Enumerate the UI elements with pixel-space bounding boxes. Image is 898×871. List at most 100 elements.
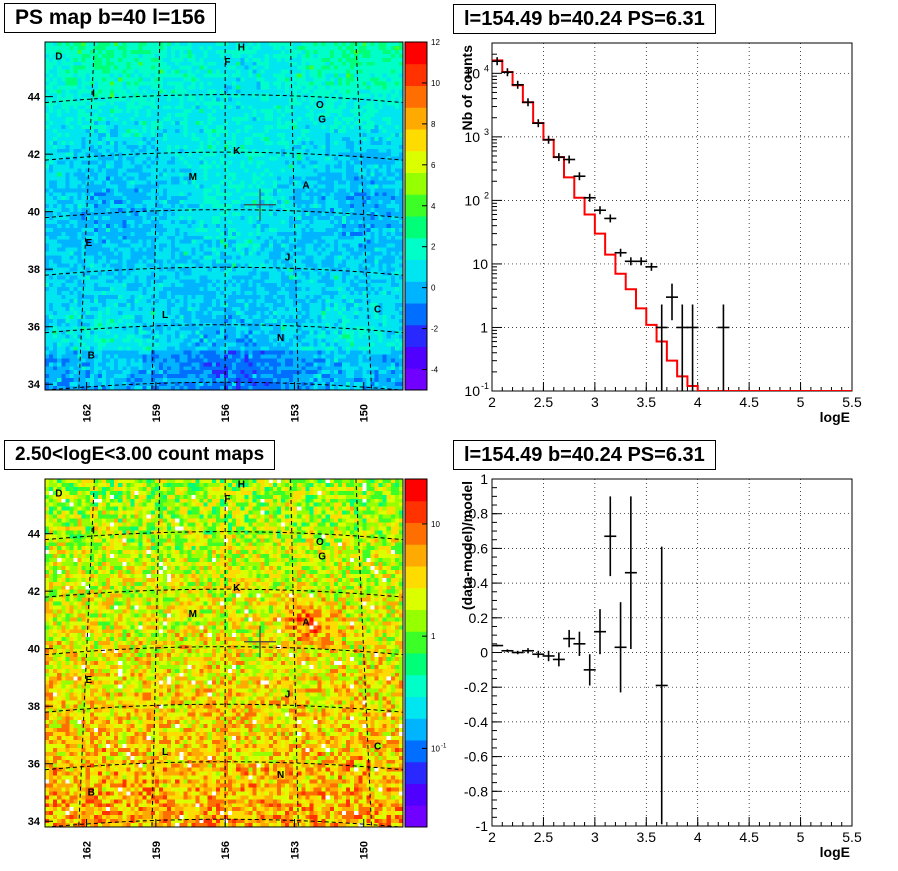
y-tick-exponent: -1 [481,381,489,391]
colorbar-cell [405,288,427,297]
x-tick-label: 153 [289,404,301,422]
colorbar-frame [404,478,428,828]
source-label-A: A [302,618,309,629]
colorbar-cell [405,674,427,683]
colorbar-cell [405,310,427,318]
colorbar-label: 10 [431,744,440,753]
latitude-line [45,266,403,276]
colorbar-label: 1 [431,632,436,641]
source-label-E: E [86,238,93,249]
source-label-B: B [88,787,95,798]
colorbar-cell [405,493,427,502]
y-tick-label: -0.6 [464,749,488,765]
x-tick-label: 2.5 [534,829,554,845]
source-label-I: I [92,526,95,537]
colorbar-cell [405,172,427,181]
colorbar-cell [405,274,427,282]
model-step-line [492,59,852,391]
colorbar-cell [405,616,427,625]
longitude-line [290,42,299,390]
colorbar-cell [405,653,427,661]
x-tick-label: 5.5 [842,394,862,410]
spectrum-title: l=154.49 b=40.24 PS=6.31 [453,4,716,34]
x-tick-label: 150 [359,841,371,859]
y-tick-label: 0.6 [469,540,489,556]
y-tick-label: -0.2 [464,679,488,695]
x-tick-label: 3.5 [637,829,657,845]
coordinate-grid [45,479,403,827]
colorbar-cell [405,92,427,101]
colorbar-cell [405,769,427,777]
colorbar-cell [405,631,427,639]
colorbar-cell [405,624,427,632]
colorbar-cell [405,790,427,799]
colorbar-cell [405,573,427,581]
colorbar-cell [405,754,427,763]
latitude-line [45,324,403,334]
colorbar-cell [405,711,427,719]
colorbar-cell [405,56,427,65]
colorbar-cell [405,85,427,94]
colorbar-cell [405,479,427,487]
longitude-line [355,42,373,390]
colorbar-cell [405,638,427,647]
colorbar-cell [405,259,427,268]
count-map-panel: D HF I OG K M A E J L C N B 162 159 156 153 150 34 36 38 40 42… [28,478,447,859]
y-tick-label: 0.2 [469,610,489,626]
colorbar-cell [405,187,427,195]
colorbar-cell [405,165,427,173]
source-label-C: C [374,741,381,752]
x-tick-label: 2 [488,829,496,845]
x-tick-label: 162 [82,404,94,422]
colorbar-cell [405,114,427,123]
x-axis-label: logE [820,409,850,425]
source-label-G: G [318,552,326,563]
map-image [45,42,403,390]
source-label-O: O [316,537,324,548]
colorbar-cell [405,266,427,275]
x-tick-label: 5 [797,829,805,845]
y-tick-label: 42 [28,149,40,161]
y-tick-exponent: 4 [484,63,489,73]
latitude-line [45,818,403,827]
y-axis-label: Nb of counts [459,45,475,131]
colorbar-cell [405,332,427,340]
colorbar-cell [405,245,427,253]
colorbar-cell [405,361,427,369]
colorbar-cell [405,107,427,115]
latitude-line [45,94,403,104]
y-tick-label: -0.8 [464,783,488,799]
x-tick-label: 3 [591,829,599,845]
colorbar-cell [405,783,427,792]
colorbar-cell [405,747,427,755]
source-label-N: N [277,333,284,344]
colorbar-cell [405,179,427,188]
colorbar-cell [405,580,427,589]
colorbar-label: 8 [431,120,436,129]
source-label-A: A [302,181,309,192]
colorbar-cell [405,201,427,210]
y-tick-label: 34 [28,816,41,828]
y-tick-label: 36 [28,322,40,334]
colorbar-label: 6 [431,161,436,170]
longitude-line [151,479,161,827]
colorbar-cell [405,100,427,108]
colorbar-cell [405,486,427,494]
colorbar-cell [405,689,427,697]
x-tick-label: 2.5 [534,394,554,410]
source-label-N: N [277,770,284,781]
y-axis-label: (data-model)/model [459,481,475,610]
colorbar-cell [405,740,427,748]
colorbar-cell [405,805,427,813]
y-tick-label: 44 [28,529,41,541]
colorbar-cell [405,368,427,376]
colorbar-cell [405,602,427,610]
colorbar-label: 10 [431,79,440,88]
source-label-D: D [55,51,62,62]
x-tick-label: 5.5 [842,829,862,845]
colorbar-cell [405,508,427,516]
colorbar-cell [405,223,427,231]
source-label-F: F [224,494,230,505]
colorbar-cell [405,529,427,538]
